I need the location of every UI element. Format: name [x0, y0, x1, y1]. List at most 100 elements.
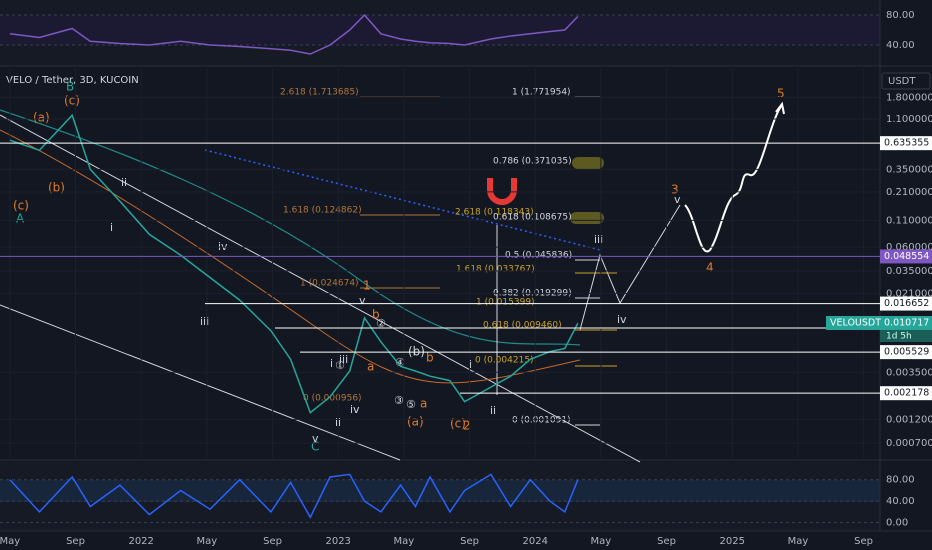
- y-tick-label: 0.001200: [886, 414, 932, 425]
- wave-label: i: [330, 357, 333, 370]
- current-price-tag: [826, 315, 932, 330]
- wave-label: a: [367, 360, 374, 374]
- projection: [579, 204, 681, 331]
- fib-label: 1 (0.015399): [476, 298, 535, 308]
- price-tag: [880, 136, 932, 151]
- x-tick-label: 2023: [325, 536, 350, 547]
- x-tick-label: 2025: [720, 536, 745, 547]
- wave-label: (b): [408, 345, 425, 359]
- wave-label: iv: [617, 313, 627, 326]
- countdown: 1d 5h: [886, 331, 912, 341]
- hand-drawn-path: [684, 104, 783, 253]
- wave-label: i: [110, 221, 113, 234]
- fib-label: 0.786 (0.371035): [493, 157, 572, 167]
- wave-label: iv: [218, 240, 228, 253]
- wave-label: ②: [376, 317, 386, 330]
- fib-label: 2.618 (0.118343): [455, 208, 534, 218]
- fib-label: 0.618 (0.009460): [483, 321, 562, 331]
- wave-label: C: [311, 440, 319, 454]
- y-tick-label: 0.110000: [886, 215, 932, 226]
- wave-label: v: [674, 193, 681, 206]
- highlight: [570, 212, 604, 224]
- wave-label: (c): [64, 94, 80, 108]
- wave-label: (a): [407, 415, 424, 429]
- price-tag: [880, 386, 932, 401]
- currency: USDT: [888, 76, 916, 87]
- x-tick-label: Sep: [460, 536, 479, 547]
- x-tick-label: May: [197, 536, 218, 547]
- y-tick-label: 0.210000: [886, 187, 932, 198]
- trend-line: [0, 114, 641, 463]
- indicator-line: [9, 13, 579, 55]
- current-symbol: VELOUSDT: [830, 317, 881, 328]
- wave-label: b: [372, 308, 380, 322]
- fib-label: 1 (0.024674): [300, 279, 359, 289]
- y-tick-label: 0.060000: [886, 242, 932, 253]
- fib-label: 2.618 (1.713685): [280, 88, 359, 98]
- y-tick-label: 0.021000: [886, 288, 932, 299]
- rsi-band: [0, 15, 880, 45]
- y-tick-label: 0.035000: [886, 266, 932, 277]
- x-tick-label: May: [788, 536, 809, 547]
- trend-line: [0, 304, 401, 461]
- wave-label: A: [16, 212, 25, 226]
- wave-label: (c): [13, 199, 29, 213]
- currency-box: [881, 72, 931, 90]
- wave-label: (a): [33, 111, 50, 125]
- symbol-title: VELO / Tether, 3D, KUCOIN: [6, 75, 139, 86]
- wave-label: ii: [121, 176, 127, 189]
- x-tick-label: Sep: [854, 536, 873, 547]
- fib-label: 0 (0.004215): [475, 356, 534, 366]
- price-tag-label: 0.002178: [884, 388, 929, 399]
- wave-label: (b): [48, 181, 65, 195]
- wave-label: i: [469, 358, 472, 371]
- price-line: [9, 113, 579, 414]
- x-tick-label: May: [591, 536, 612, 547]
- y-tick-label: 1.800000: [886, 92, 932, 103]
- y-tick-label: 1.100000: [886, 114, 932, 125]
- wave-label: B: [66, 80, 74, 94]
- price-tag-label: 0.005529: [884, 347, 929, 358]
- y-tick-label: 0.000700: [886, 438, 932, 449]
- fib-label: 1.618 (0.124862): [283, 206, 362, 216]
- wave-label: ①: [335, 359, 345, 372]
- price-tag: [880, 296, 932, 311]
- wave-label: ⑤: [406, 398, 416, 411]
- wave-label: ③: [394, 394, 404, 407]
- current-price: 0.010717: [884, 317, 929, 328]
- wave-label: 3: [671, 183, 679, 197]
- x-tick-label: 2022: [128, 536, 153, 547]
- y-tick-label: 40.00: [886, 496, 915, 507]
- fib-label: 1.618 (0.033767): [456, 265, 535, 275]
- x-tick-label: May: [394, 536, 415, 547]
- price-tag: [880, 249, 932, 264]
- fib-label: 0 (0.001091): [512, 416, 571, 426]
- wave-label: 2: [463, 419, 471, 433]
- y-tick-label: 80.00: [886, 10, 915, 21]
- price-tag-label: 0.635355: [884, 138, 929, 149]
- wave-label: 5: [777, 87, 785, 101]
- price-tag-label: 0.016652: [884, 298, 929, 309]
- price-tag: [880, 345, 932, 360]
- y-tick-label: 0.003500: [886, 367, 932, 378]
- countdown-tag: [880, 329, 932, 342]
- wave-label: b: [426, 351, 434, 365]
- wave-label: iv: [350, 403, 360, 416]
- highlight: [572, 157, 604, 169]
- arrow-head: [775, 101, 785, 115]
- wave-label: ii: [490, 404, 496, 417]
- magnet-icon: [487, 178, 517, 205]
- x-tick-label: Sep: [263, 536, 282, 547]
- wave-label: (c): [450, 417, 466, 431]
- x-tick-label: Sep: [657, 536, 676, 547]
- stoch-band: [0, 480, 880, 502]
- price-tag-label: 0.048554: [884, 251, 929, 262]
- fib-label: 1 (1.771954): [512, 88, 571, 98]
- indicator-line: [9, 473, 579, 519]
- wave-label: a: [420, 397, 427, 411]
- y-tick-label: 40.00: [886, 40, 915, 51]
- wave-label: v: [312, 432, 319, 445]
- wave-label: iii: [200, 315, 209, 328]
